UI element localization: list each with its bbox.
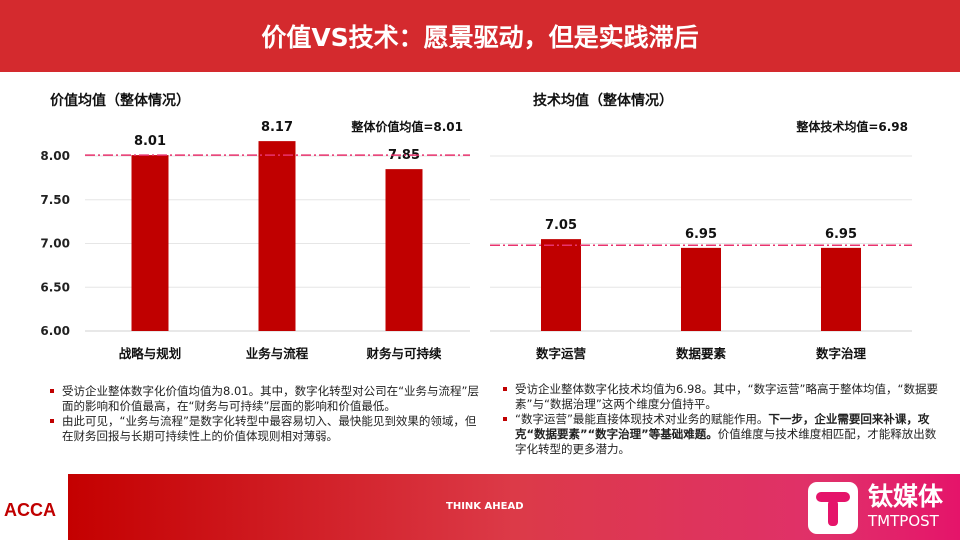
data-label: 6.95 xyxy=(825,227,857,242)
data-label: 8.17 xyxy=(261,120,293,135)
tmtpost-brand: 钛媒体 TMTPOST xyxy=(868,482,943,530)
note-bullet: 受访企业整体数字化价值均值为8.01。其中，数字化转型对公司在“业务与流程”层面… xyxy=(50,384,480,414)
chart-title-value: 价值均值（整体情况） xyxy=(50,93,190,109)
note-text: 价值维度与技术维度相匹配，才能释放出数字化转型的更多潜力。 xyxy=(515,427,937,456)
x-tick-label: 数据要素 xyxy=(675,346,727,361)
acca-logo: ACCA xyxy=(4,500,56,520)
notes-right: 受访企业整体数字化技术均值为6.98。其中，“数字运营”略高于整体均值，“数据要… xyxy=(503,382,943,457)
bar xyxy=(681,247,721,331)
note-bullet: 受访企业整体数字化技术均值为6.98。其中，“数字运营”略高于整体均值，“数据要… xyxy=(503,382,943,412)
reference-label: 整体技术均值=6.98 xyxy=(795,119,908,134)
tmtpost-logo-icon xyxy=(808,482,858,534)
bar xyxy=(385,169,423,331)
data-label: 8.01 xyxy=(134,134,166,149)
bar xyxy=(821,247,861,331)
x-tick-label: 战略与规划 xyxy=(119,346,182,361)
x-tick-label: 数字治理 xyxy=(815,346,867,361)
x-tick-label: 财务与可持续 xyxy=(365,346,442,361)
x-tick-label: 业务与流程 xyxy=(246,346,309,361)
bar xyxy=(258,141,296,331)
charts: 6.00 6.50 7.00 7.50 8.00 8.01 战略与规划 8.17 业务与流程 7.… xyxy=(40,119,912,361)
data-label: 6.95 xyxy=(685,227,717,242)
chart-title-tech: 技术均值（整体情况） xyxy=(533,93,673,109)
y-tick-label: 7.00 xyxy=(40,237,70,251)
page-title: 价值VS技术：愿景驱动，但是实践滞后 xyxy=(0,0,960,72)
tagline: THINK AHEAD xyxy=(446,501,524,512)
bar xyxy=(541,239,581,331)
notes-left: 受访企业整体数字化价值均值为8.01。其中，数字化转型对公司在“业务与流程”层面… xyxy=(50,384,480,444)
y-tick-label: 7.50 xyxy=(40,193,70,207)
note-bullet: “数字运营”最能直接体现技术对业务的赋能作用。下一步，企业需要回来补课，攻克“数… xyxy=(503,412,943,457)
y-tick-label: 6.00 xyxy=(40,324,70,338)
footer: ACCA THINK AHEAD 钛媒体 TMTPOST xyxy=(0,474,960,540)
x-tick-label: 数字运营 xyxy=(535,346,587,361)
note-text: “数字运营”最能直接体现技术对业务的赋能作用。 xyxy=(515,412,769,426)
y-tick-label: 6.50 xyxy=(40,280,70,294)
y-tick-label: 8.00 xyxy=(40,149,70,163)
reference-label: 整体价值均值=8.01 xyxy=(350,119,463,134)
bar xyxy=(131,155,169,331)
footer-band: THINK AHEAD 钛媒体 TMTPOST xyxy=(68,474,960,540)
brand-cn: 钛媒体 xyxy=(868,482,944,511)
brand-en: TMTPOST xyxy=(868,512,939,530)
data-label: 7.05 xyxy=(545,218,577,233)
note-bullet: 由此可见，“业务与流程”是数字化转型中最容易切入、最快能见到效果的领域，但在财务… xyxy=(50,414,480,444)
note-bold: 下一步，企业需要回来补课，攻克“数据要素”“数字治理”等基础难题。 xyxy=(515,412,930,441)
